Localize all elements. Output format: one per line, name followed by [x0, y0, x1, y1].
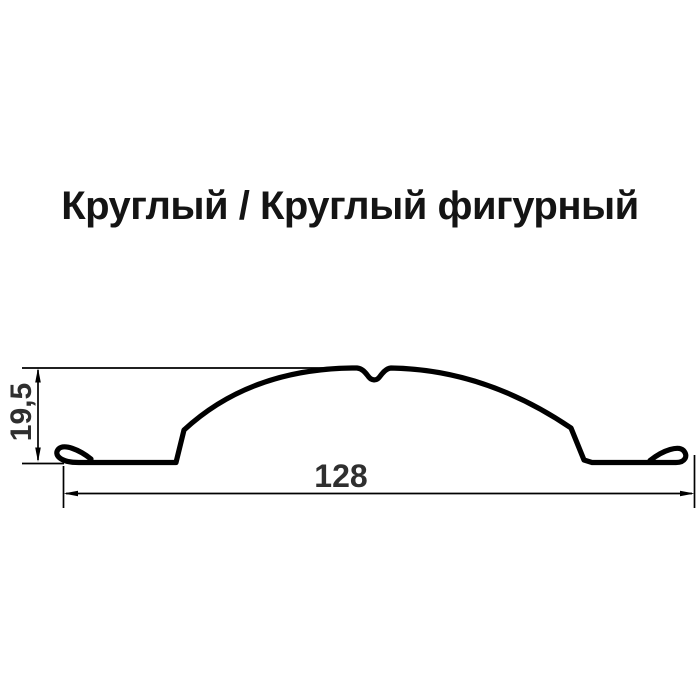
profile-outline [54, 365, 689, 466]
page-title: Круглый / Круглый фигурный [61, 184, 639, 228]
width-dimension-label: 128 [314, 458, 367, 494]
height-arrow-up-icon [35, 368, 41, 383]
width-arrow-left-icon [63, 490, 78, 497]
width-arrow-right-icon [680, 490, 695, 497]
height-dimension-label: 19,5 [5, 383, 38, 441]
height-arrow-down-icon [35, 447, 41, 462]
